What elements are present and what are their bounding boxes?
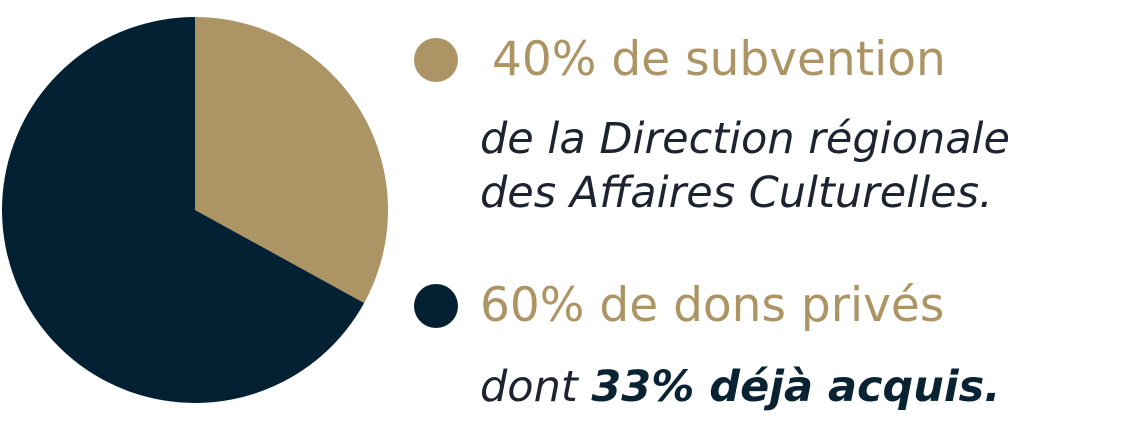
legend-item-dons: 60% de dons privés xyxy=(414,282,944,329)
pie-chart xyxy=(1,17,388,403)
pie-slice-1 xyxy=(195,17,388,303)
legend-headline-dons: 60% de dons privés xyxy=(480,278,945,333)
legend-desc-line2: des Affaires Culturelles. xyxy=(480,168,993,218)
legend-desc-dons: dont 33% déjà acquis. xyxy=(480,366,1001,409)
legend-desc-line1: de la Direction régionale xyxy=(480,114,1010,164)
legend-desc-emphasis: 33% déjà acquis. xyxy=(591,362,1001,412)
legend-desc-prefix: dont xyxy=(480,362,578,412)
legend-item-subvention: 40% de subvention xyxy=(414,36,946,83)
legend-dot-gold xyxy=(414,37,458,82)
legend-dot-navy xyxy=(414,283,458,328)
legend-headline-subvention: 40% de subvention xyxy=(492,32,946,87)
pie-slice-2 xyxy=(1,17,365,403)
